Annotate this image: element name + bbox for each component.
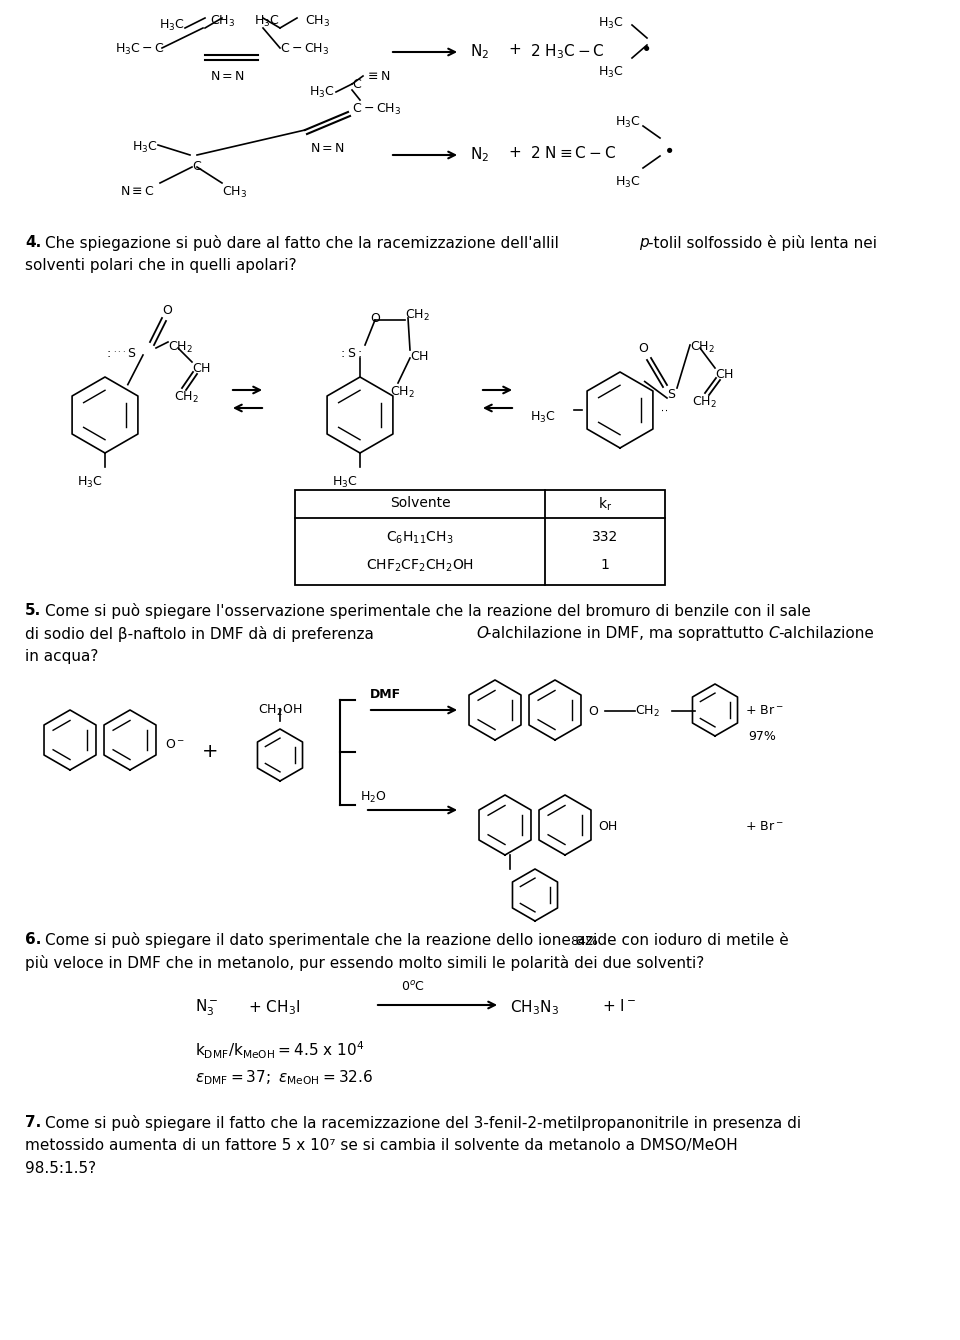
Text: $\mathrm{CH_3}$: $\mathrm{CH_3}$ bbox=[210, 13, 235, 29]
Text: $\mathrm{:{}^{...}S}$: $\mathrm{:{}^{...}S}$ bbox=[104, 347, 136, 360]
Text: $+\ \mathrm{CH_3I}$: $+\ \mathrm{CH_3I}$ bbox=[248, 998, 300, 1017]
Text: di sodio del β-naftolo in DMF dà di preferenza: di sodio del β-naftolo in DMF dà di pref… bbox=[25, 626, 379, 642]
Text: Come si può spiegare l'osservazione sperimentale che la reazione del bromuro di : Come si può spiegare l'osservazione sper… bbox=[45, 603, 811, 619]
Text: $\mathrm{H_3C}$: $\mathrm{H_3C}$ bbox=[132, 139, 158, 155]
Text: $\mathrm{H_3C}$: $\mathrm{H_3C}$ bbox=[332, 474, 358, 490]
Text: $\mathrm{H_2O}$: $\mathrm{H_2O}$ bbox=[360, 791, 387, 805]
Text: 4.: 4. bbox=[25, 234, 41, 251]
Text: Come si può spiegare il dato sperimentale che la reazione dello ione azide con i: Come si può spiegare il dato sperimental… bbox=[45, 933, 789, 947]
Text: C: C bbox=[768, 626, 779, 641]
Text: -tolil solfossido è più lenta nei: -tolil solfossido è più lenta nei bbox=[648, 234, 877, 251]
Text: $\mathrm{C}$: $\mathrm{C}$ bbox=[192, 159, 203, 173]
Text: 1: 1 bbox=[601, 557, 610, 572]
FancyBboxPatch shape bbox=[295, 490, 665, 586]
Text: $\mathrm{N{\equiv}C}$: $\mathrm{N{\equiv}C}$ bbox=[120, 185, 155, 198]
Text: 332: 332 bbox=[592, 531, 618, 544]
Text: DMF: DMF bbox=[370, 687, 401, 701]
Text: $\mathrm{CH_3N_3}$: $\mathrm{CH_3N_3}$ bbox=[510, 998, 559, 1017]
Text: 5.: 5. bbox=[25, 603, 41, 618]
Text: $\varepsilon_\mathrm{DMF}= 37;\ \varepsilon_\mathrm{MeOH}= 32.6$: $\varepsilon_\mathrm{DMF}= 37;\ \varepsi… bbox=[195, 1068, 373, 1087]
Text: solventi polari che in quelli apolari?: solventi polari che in quelli apolari? bbox=[25, 259, 297, 273]
Text: $\mathrm{:S:}$: $\mathrm{:S:}$ bbox=[338, 347, 362, 360]
Text: $\mathrm{{\equiv}N}$: $\mathrm{{\equiv}N}$ bbox=[365, 70, 391, 83]
Text: $\mathrm{H_3C}$: $\mathrm{H_3C}$ bbox=[598, 16, 624, 31]
Text: 7.: 7. bbox=[25, 1115, 41, 1130]
Text: $\mathrm{H_3C}$: $\mathrm{H_3C}$ bbox=[309, 84, 335, 100]
Text: 98.5:1.5?: 98.5:1.5? bbox=[25, 1160, 96, 1177]
Text: $+\ \mathrm{Br^-}$: $+\ \mathrm{Br^-}$ bbox=[745, 820, 783, 833]
Text: $\mathrm{H_3C}$: $\mathrm{H_3C}$ bbox=[254, 13, 280, 29]
Text: $\mathrm{H_3C}$: $\mathrm{H_3C}$ bbox=[530, 410, 556, 425]
Text: $\mathrm{CHF_2CF_2CH_2OH}$: $\mathrm{CHF_2CF_2CH_2OH}$ bbox=[366, 557, 474, 575]
Text: $\mathrm{CH_2}$: $\mathrm{CH_2}$ bbox=[690, 340, 715, 355]
Text: O: O bbox=[370, 312, 380, 326]
Text: $\mathrm{N_2}$: $\mathrm{N_2}$ bbox=[470, 145, 490, 163]
Text: $\mathrm{k_r}$: $\mathrm{k_r}$ bbox=[598, 496, 612, 513]
Text: $\mathrm{N=N}$: $\mathrm{N=N}$ bbox=[310, 142, 345, 155]
Text: $\mathrm{C-CH_3}$: $\mathrm{C-CH_3}$ bbox=[352, 102, 401, 117]
Text: $\mathrm{H_3C}$: $\mathrm{H_3C}$ bbox=[77, 474, 103, 490]
Text: $+$: $+$ bbox=[508, 145, 521, 159]
Text: Come si può spiegare il fatto che la racemizzazione del 3-fenil-2-metilpropanoni: Come si può spiegare il fatto che la rac… bbox=[45, 1115, 802, 1131]
Text: 84%: 84% bbox=[570, 935, 598, 947]
Text: in acqua?: in acqua? bbox=[25, 649, 98, 665]
Text: $\mathrm{N=N}$: $\mathrm{N=N}$ bbox=[210, 70, 245, 83]
Text: Solvente: Solvente bbox=[390, 496, 450, 511]
Text: O: O bbox=[588, 705, 598, 718]
Text: 97%: 97% bbox=[748, 730, 776, 742]
Text: $\mathrm{CH_3}$: $\mathrm{CH_3}$ bbox=[222, 185, 247, 200]
Text: $\mathrm{H_3C-C}$: $\mathrm{H_3C-C}$ bbox=[115, 42, 164, 58]
Text: O: O bbox=[638, 342, 648, 355]
Text: p: p bbox=[639, 234, 649, 251]
Text: $+\ \mathrm{I^-}$: $+\ \mathrm{I^-}$ bbox=[602, 998, 636, 1014]
Text: $\mathrm{CH}$: $\mathrm{CH}$ bbox=[715, 369, 733, 381]
Text: 6.: 6. bbox=[25, 933, 41, 947]
Text: $\mathrm{H_3C}$: $\mathrm{H_3C}$ bbox=[615, 176, 640, 190]
Text: $\mathrm{\cdot\cdot}$: $\mathrm{\cdot\cdot}$ bbox=[660, 405, 668, 415]
Text: Che spiegazione si può dare al fatto che la racemizzazione dell'allil: Che spiegazione si può dare al fatto che… bbox=[45, 234, 559, 251]
Text: $\mathrm{CH_2}$: $\mathrm{CH_2}$ bbox=[405, 308, 430, 323]
Text: $\mathrm{H_3C}$: $\mathrm{H_3C}$ bbox=[598, 66, 624, 80]
Text: $0^o\mathrm{C}$: $0^o\mathrm{C}$ bbox=[401, 980, 425, 994]
Text: $\mathrm{C}$: $\mathrm{C}$ bbox=[352, 78, 362, 91]
Text: $\mathrm{O^-}$: $\mathrm{O^-}$ bbox=[165, 738, 185, 750]
Text: $\mathrm{N_2}$: $\mathrm{N_2}$ bbox=[470, 42, 490, 60]
Text: $\mathrm{CH_3}$: $\mathrm{CH_3}$ bbox=[305, 13, 330, 29]
Text: $\mathrm{CH_2}$: $\mathrm{CH_2}$ bbox=[174, 390, 199, 405]
Text: $\mathrm{H_3C}$: $\mathrm{H_3C}$ bbox=[159, 17, 185, 34]
Text: -alchilazione: -alchilazione bbox=[778, 626, 874, 641]
Text: $\mathrm{CH_2}$: $\mathrm{CH_2}$ bbox=[168, 340, 193, 355]
Text: metossido aumenta di un fattore 5 x 10⁷ se si cambia il solvente da metanolo a D: metossido aumenta di un fattore 5 x 10⁷ … bbox=[25, 1138, 737, 1152]
Text: $\mathrm{k_{DMF}/k_{MeOH} = 4.5\ x\ 10^4}$: $\mathrm{k_{DMF}/k_{MeOH} = 4.5\ x\ 10^4… bbox=[195, 1040, 365, 1061]
Text: $\mathrm{CH_2}$: $\mathrm{CH_2}$ bbox=[390, 385, 415, 401]
Text: O: O bbox=[476, 626, 488, 641]
Text: $\mathrm{CH_2}$: $\mathrm{CH_2}$ bbox=[635, 704, 660, 720]
Text: $\mathrm{2\ H_3C-C}$: $\mathrm{2\ H_3C-C}$ bbox=[530, 42, 605, 60]
Text: -alchilazione in DMF, ma soprattutto: -alchilazione in DMF, ma soprattutto bbox=[486, 626, 769, 641]
Text: $\mathrm{H_3C}$: $\mathrm{H_3C}$ bbox=[615, 115, 640, 130]
Text: $\mathrm{2\ N{\equiv}C-C}$: $\mathrm{2\ N{\equiv}C-C}$ bbox=[530, 145, 616, 161]
Text: $\bullet$: $\bullet$ bbox=[640, 38, 650, 56]
Text: +: + bbox=[202, 742, 218, 761]
Text: $\mathrm{N_3^-}$: $\mathrm{N_3^-}$ bbox=[195, 998, 219, 1018]
Text: $\mathrm{CH_2OH}$: $\mathrm{CH_2OH}$ bbox=[258, 704, 302, 718]
Text: $\mathrm{CH}$: $\mathrm{CH}$ bbox=[410, 350, 429, 363]
Text: più veloce in DMF che in metanolo, pur essendo molto simili le polarità dei due : più veloce in DMF che in metanolo, pur e… bbox=[25, 955, 705, 972]
Text: $\mathrm{C_6H_{11}CH_3}$: $\mathrm{C_6H_{11}CH_3}$ bbox=[386, 531, 454, 547]
Text: $+\ \mathrm{Br^-}$: $+\ \mathrm{Br^-}$ bbox=[745, 704, 783, 717]
Text: $\bullet$: $\bullet$ bbox=[663, 139, 673, 158]
Text: $\mathrm{CH}$: $\mathrm{CH}$ bbox=[192, 362, 211, 375]
Text: $+$: $+$ bbox=[508, 42, 521, 58]
Text: $\mathrm{CH_2}$: $\mathrm{CH_2}$ bbox=[692, 395, 717, 410]
Text: O: O bbox=[162, 304, 172, 318]
Text: $\mathrm{C-CH_3}$: $\mathrm{C-CH_3}$ bbox=[280, 42, 329, 58]
Text: $\mathrm{S}$: $\mathrm{S}$ bbox=[667, 389, 677, 401]
Text: OH: OH bbox=[598, 820, 617, 833]
